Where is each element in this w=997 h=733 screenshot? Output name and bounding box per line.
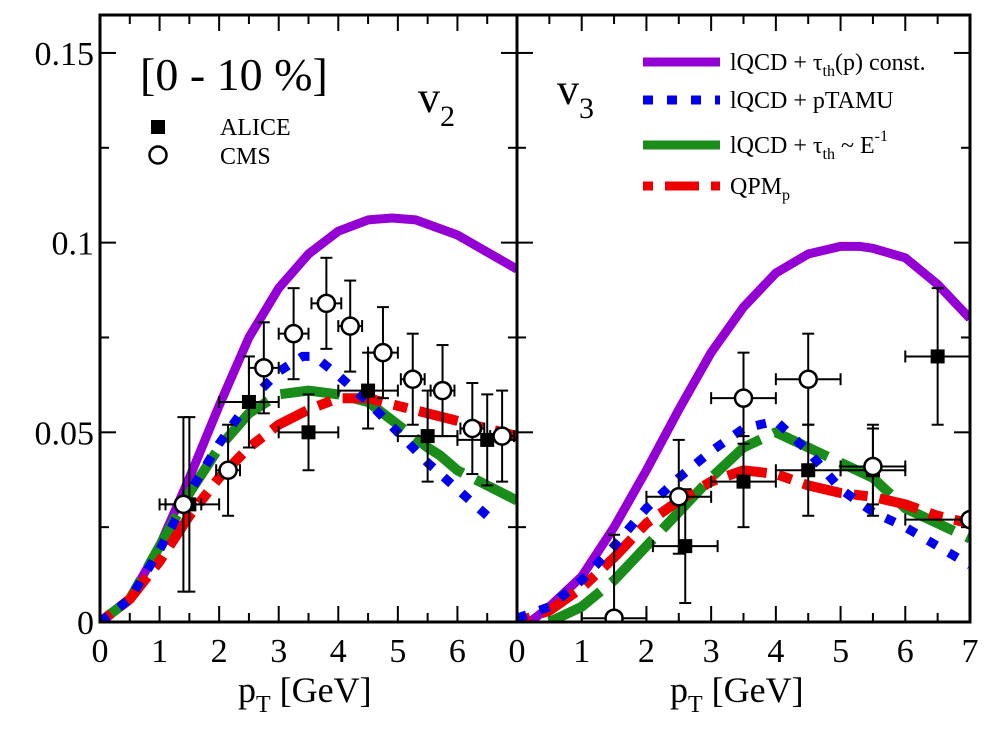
- x-tick-label-v2: 0: [92, 633, 109, 670]
- x-tick-label-v3: 4: [767, 633, 784, 670]
- cms-point-v3: [798, 369, 818, 389]
- x-tick-label-v2: 3: [270, 633, 287, 670]
- series-line-qpm-v2: [100, 393, 517, 622]
- legend-label-lqcd-const: lQCD + τth(p) const.: [730, 50, 926, 80]
- legend-label-qpm: QPMp: [730, 174, 790, 204]
- series-legend: lQCD + τth(p) const. lQCD + pTAMU lQCD +…: [643, 50, 926, 204]
- series-line-ptamu-v2: [100, 351, 491, 622]
- cms-point-v3: [604, 608, 624, 622]
- alice-point-v2: [420, 429, 435, 444]
- alice-point-v3: [930, 349, 945, 364]
- alice-point-v2: [301, 425, 316, 440]
- y-tick-label-v2: 0.15: [35, 36, 95, 73]
- cms-point-v2: [283, 323, 304, 344]
- alice-point-v2: [361, 383, 376, 398]
- x-tick-label-v3: 2: [638, 633, 655, 670]
- series-line-lqcd-const-v3: [527, 241, 970, 622]
- series-line-lqcd-inv-v3: [547, 427, 970, 622]
- series-group-v2: [100, 213, 517, 622]
- cms-point-v3: [863, 456, 883, 477]
- panel-label-v3: v3: [557, 65, 594, 125]
- x-axis-label-v2: pT [GeV]: [238, 670, 372, 718]
- alice-point-v2: [241, 394, 256, 409]
- cms-point-v2: [432, 380, 453, 401]
- y-tick-label-v2: 0.1: [52, 226, 95, 263]
- x-tick-label-v2: 2: [211, 633, 228, 670]
- panel-label-v2: v2: [418, 73, 455, 133]
- x-tick-label-v2: 6: [449, 633, 466, 670]
- cms-point-v3: [669, 487, 689, 507]
- alice-point-v2: [480, 432, 495, 447]
- alice-legend-label: ALICE: [220, 115, 291, 141]
- alice-legend-marker: [151, 120, 165, 134]
- x-tick-label-v3: 1: [573, 633, 590, 670]
- series-line-ptamu-v3: [517, 416, 970, 622]
- chart-overlay: [0 - 10 %] ALICE CMS lQCD + τth(p) const…: [140, 49, 926, 718]
- cms-point-v2: [340, 316, 360, 336]
- legend-label-lqcd-inv: lQCD + τth ~ E-1: [730, 128, 888, 163]
- y-tick-label-v2: 0: [77, 605, 94, 642]
- panel-v3: 0 1 2 3 4 5 6 7: [509, 13, 979, 670]
- cms-point-v2: [373, 342, 393, 363]
- y-tick-label-v2: 0.05: [35, 415, 95, 452]
- cms-point-v2: [403, 369, 423, 389]
- data-points-v3: [580, 287, 970, 622]
- cms-point-v2: [173, 494, 194, 515]
- x-tick-label-v3: 6: [897, 633, 914, 670]
- legend-label-ptamu: lQCD + pTAMU: [730, 88, 894, 114]
- cms-point-v2: [254, 358, 274, 378]
- x-tick-label-v3: 3: [703, 633, 720, 670]
- cms-legend-marker: [148, 145, 168, 165]
- x-axis-label-v3: pT [GeV]: [670, 670, 804, 718]
- x-tick-label-v2: 4: [330, 633, 347, 670]
- data-points-v2: [158, 256, 517, 593]
- alice-point-v3: [736, 474, 751, 489]
- cms-point-v2: [218, 460, 238, 480]
- x-tick-label-v3: 5: [832, 633, 849, 670]
- cms-point-v2: [316, 293, 337, 314]
- alice-point-v3: [678, 539, 693, 554]
- alice-point-v3: [801, 463, 816, 478]
- x-tick-label-v2: 5: [389, 633, 406, 670]
- x-tick-label-v3: 7: [962, 633, 979, 670]
- cms-point-v2: [492, 426, 512, 446]
- cms-point-v3: [960, 509, 970, 530]
- cms-legend-label: CMS: [220, 144, 271, 170]
- x-tick-label-v2: 1: [151, 633, 168, 670]
- x-tick-label-v3: 0: [509, 633, 526, 670]
- plot-frame-v3: [515, 13, 972, 624]
- cms-point-v2: [462, 418, 483, 439]
- cms-point-v3: [733, 388, 754, 408]
- data-legend: ALICE CMS: [148, 115, 291, 170]
- centrality-label: [0 - 10 %]: [140, 49, 328, 100]
